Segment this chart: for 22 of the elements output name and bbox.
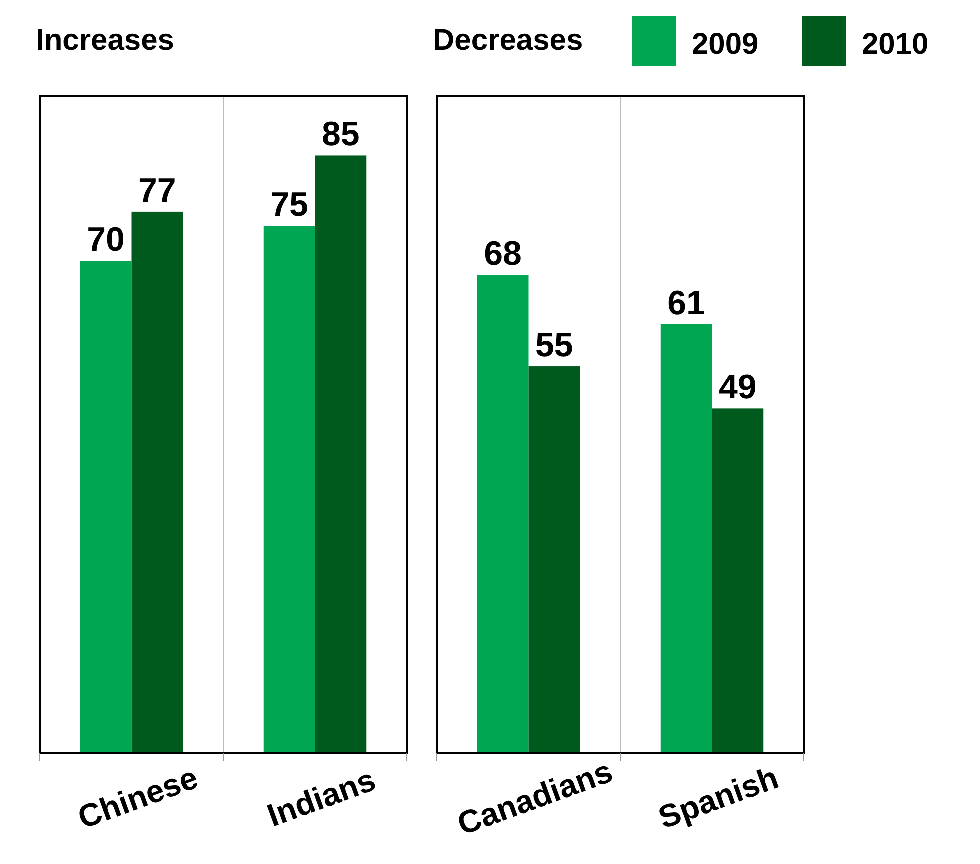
data-label: 70 bbox=[87, 221, 125, 260]
bar bbox=[315, 156, 367, 753]
bar bbox=[528, 366, 580, 753]
bar bbox=[264, 226, 316, 753]
x-tick-label: Indians bbox=[262, 762, 380, 834]
data-label: 85 bbox=[322, 116, 360, 154]
bar bbox=[132, 212, 184, 753]
bar bbox=[712, 408, 764, 753]
data-label: 61 bbox=[668, 284, 706, 322]
x-tick-label: Chinese bbox=[73, 759, 203, 836]
data-label: 77 bbox=[138, 172, 176, 210]
chart-title: Decreases bbox=[433, 24, 584, 57]
data-label: 55 bbox=[536, 326, 574, 365]
bar bbox=[660, 324, 712, 753]
bar bbox=[80, 261, 132, 753]
chart-title: Increases bbox=[36, 24, 174, 57]
data-label: 49 bbox=[719, 368, 757, 407]
data-label: 75 bbox=[270, 186, 308, 224]
bar bbox=[477, 275, 529, 753]
legend-label: 2010 bbox=[862, 28, 929, 61]
legend-label: 2009 bbox=[692, 28, 759, 61]
data-label: 68 bbox=[484, 235, 522, 274]
